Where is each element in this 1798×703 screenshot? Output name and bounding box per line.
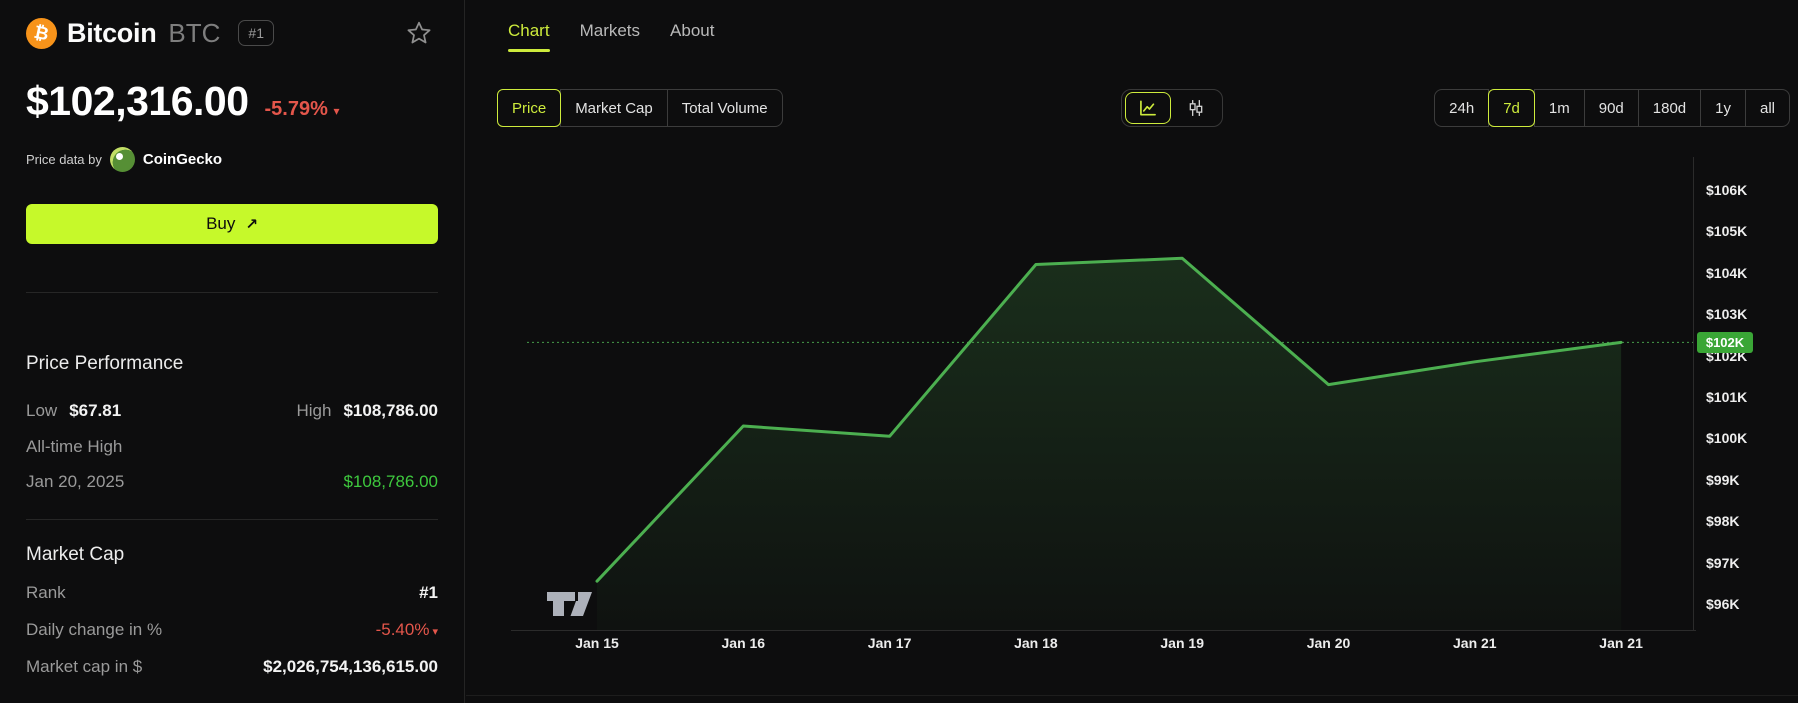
tab-label: Chart xyxy=(508,21,550,40)
y-axis-label: $99K xyxy=(1706,471,1740,488)
line-chart-button[interactable] xyxy=(1125,92,1171,124)
y-axis-label: $103K xyxy=(1706,306,1748,323)
candlestick-icon xyxy=(1189,100,1203,116)
tab-underline xyxy=(670,49,714,52)
price-row: $102,316.00 -5.79% ▾ xyxy=(26,78,438,125)
range-button-1m[interactable]: 1m xyxy=(1533,89,1585,127)
high-value: $108,786.00 xyxy=(343,401,438,420)
divider xyxy=(26,519,438,520)
x-axis-label: Jan 17 xyxy=(867,635,912,651)
external-link-arrow-icon: ↗ xyxy=(245,216,258,233)
y-axis-label: $101K xyxy=(1706,389,1748,405)
price-change: -5.79% ▾ xyxy=(264,98,340,120)
coingecko-brand[interactable]: CoinGecko xyxy=(142,151,223,168)
x-axis-line xyxy=(511,630,1696,631)
market-cap-title: Market Cap xyxy=(26,544,125,565)
chart-type-toggle xyxy=(1121,89,1223,127)
divider xyxy=(26,292,438,293)
candlestick-button[interactable] xyxy=(1173,92,1219,124)
x-axis-label: Jan 20 xyxy=(1306,635,1351,651)
tab-bar: Chart Markets About xyxy=(508,0,714,52)
chart-controls: Price Market Cap Total Volume 24h 7d 1m 90d 18… xyxy=(497,89,1790,127)
y-axis-line xyxy=(1693,157,1694,630)
tab-chart[interactable]: Chart xyxy=(508,0,550,52)
ath-date: Jan 20, 2025 xyxy=(26,472,125,491)
buy-button[interactable]: Buy ↗ xyxy=(26,204,438,244)
low-high-row: Low $67.81 High $108,786.00 xyxy=(26,401,438,421)
current-price-badge: $102K xyxy=(1697,331,1753,353)
range-button-all[interactable]: all xyxy=(1744,89,1790,127)
price-attribution: Price data by CoinGecko xyxy=(26,147,438,172)
chart-canvas[interactable] xyxy=(527,145,1693,630)
tab-markets[interactable]: Markets xyxy=(580,0,640,52)
range-button-7d[interactable]: 7d xyxy=(1488,89,1535,127)
range-button-90d[interactable]: 90d xyxy=(1583,89,1639,127)
x-axis-label: Jan 19 xyxy=(1160,635,1204,651)
price-area-fill xyxy=(597,258,1622,630)
stat-label: Rank xyxy=(26,583,66,602)
range-button-24h[interactable]: 24h xyxy=(1434,89,1490,127)
market-cap-rows: Rank #1 Daily change in % -5.40% ▾ Market cap… xyxy=(26,583,438,677)
y-axis-label: $98K xyxy=(1706,513,1740,530)
coin-name: Bitcoin xyxy=(67,17,157,48)
range-button-180d[interactable]: 180d xyxy=(1637,89,1702,127)
tab-label: About xyxy=(670,21,715,40)
x-axis-label: Jan 15 xyxy=(575,635,619,651)
stat-label: Daily change in % xyxy=(26,620,163,639)
metric-button-total-volume[interactable]: Total Volume xyxy=(666,89,783,127)
metric-button-market-cap[interactable]: Market Cap xyxy=(560,89,668,127)
x-axis-label: Jan 16 xyxy=(721,635,766,651)
coingecko-icon xyxy=(109,147,135,172)
stat-row: Daily change in % -5.40% ▾ xyxy=(26,620,438,640)
y-axis-label: $96K xyxy=(1706,596,1740,612)
chart-panel: Chart Markets About Price Market Cap Total V… xyxy=(466,0,1798,703)
coin-header: ₿ Bitcoin BTC #1 xyxy=(26,16,438,50)
low-label: Low xyxy=(26,401,58,420)
y-axis-label: $100K xyxy=(1706,430,1748,447)
high-label: High xyxy=(296,401,332,420)
range-toggle-group: 24h 7d 1m 90d 180d 1y all xyxy=(1434,89,1790,127)
divider xyxy=(466,695,1798,696)
metric-toggle-group: Price Market Cap Total Volume xyxy=(497,89,783,127)
coin-symbol: BTC xyxy=(168,17,221,48)
tradingview-logo-icon[interactable] xyxy=(545,587,601,621)
stat-label: Market cap in $ xyxy=(26,657,143,676)
tab-underline xyxy=(580,49,640,52)
tab-about[interactable]: About xyxy=(670,0,714,52)
y-axis-label: $97K xyxy=(1706,554,1740,571)
stat-value: -5.40% ▾ xyxy=(375,620,438,639)
metric-button-price[interactable]: Price xyxy=(497,89,562,127)
ath-row: Jan 20, 2025 $108,786.00 xyxy=(26,472,438,492)
y-axis-label: $104K xyxy=(1706,264,1748,281)
stat-row: Market cap in $ $2,026,754,136,615.00 xyxy=(26,657,438,677)
x-axis-label: Jan 21 xyxy=(1599,635,1643,651)
tab-underline xyxy=(508,49,550,52)
low-value: $67.81 xyxy=(69,401,122,420)
stat-row: Rank #1 xyxy=(26,583,438,603)
down-arrow-icon: ▾ xyxy=(333,104,340,118)
coin-rank-badge: #1 xyxy=(238,20,274,46)
bitcoin-logo-icon: ₿ xyxy=(26,17,57,49)
stat-value: $2,026,754,136,615.00 xyxy=(263,657,438,676)
ath-label: All-time High xyxy=(26,437,123,456)
x-axis-label: Jan 18 xyxy=(1014,635,1058,651)
y-axis-label: $106K xyxy=(1706,182,1748,198)
line-chart-icon xyxy=(1140,100,1156,116)
ath-value: $108,786.00 xyxy=(343,472,438,491)
range-button-1y[interactable]: 1y xyxy=(1700,89,1746,127)
y-axis-label: $105K xyxy=(1706,223,1748,240)
x-axis-label: Jan 21 xyxy=(1453,635,1497,651)
down-arrow-icon: ▾ xyxy=(432,626,438,638)
tab-label: Markets xyxy=(579,21,641,40)
stat-value: #1 xyxy=(419,583,438,602)
price-line-series xyxy=(595,256,1623,583)
price-chart[interactable]: $106K $105K $104K $103K $102K $101K $100K $99K $… xyxy=(466,127,1798,703)
price-performance-title: Price Performance xyxy=(26,353,184,374)
coin-price: $102,316.00 xyxy=(26,78,249,124)
favorite-star-icon[interactable] xyxy=(406,20,432,46)
coin-summary-panel: ₿ Bitcoin BTC #1 $102,316.00 -5.79% ▾ Pr… xyxy=(0,0,465,703)
attribution-label: Price data by xyxy=(26,152,102,167)
